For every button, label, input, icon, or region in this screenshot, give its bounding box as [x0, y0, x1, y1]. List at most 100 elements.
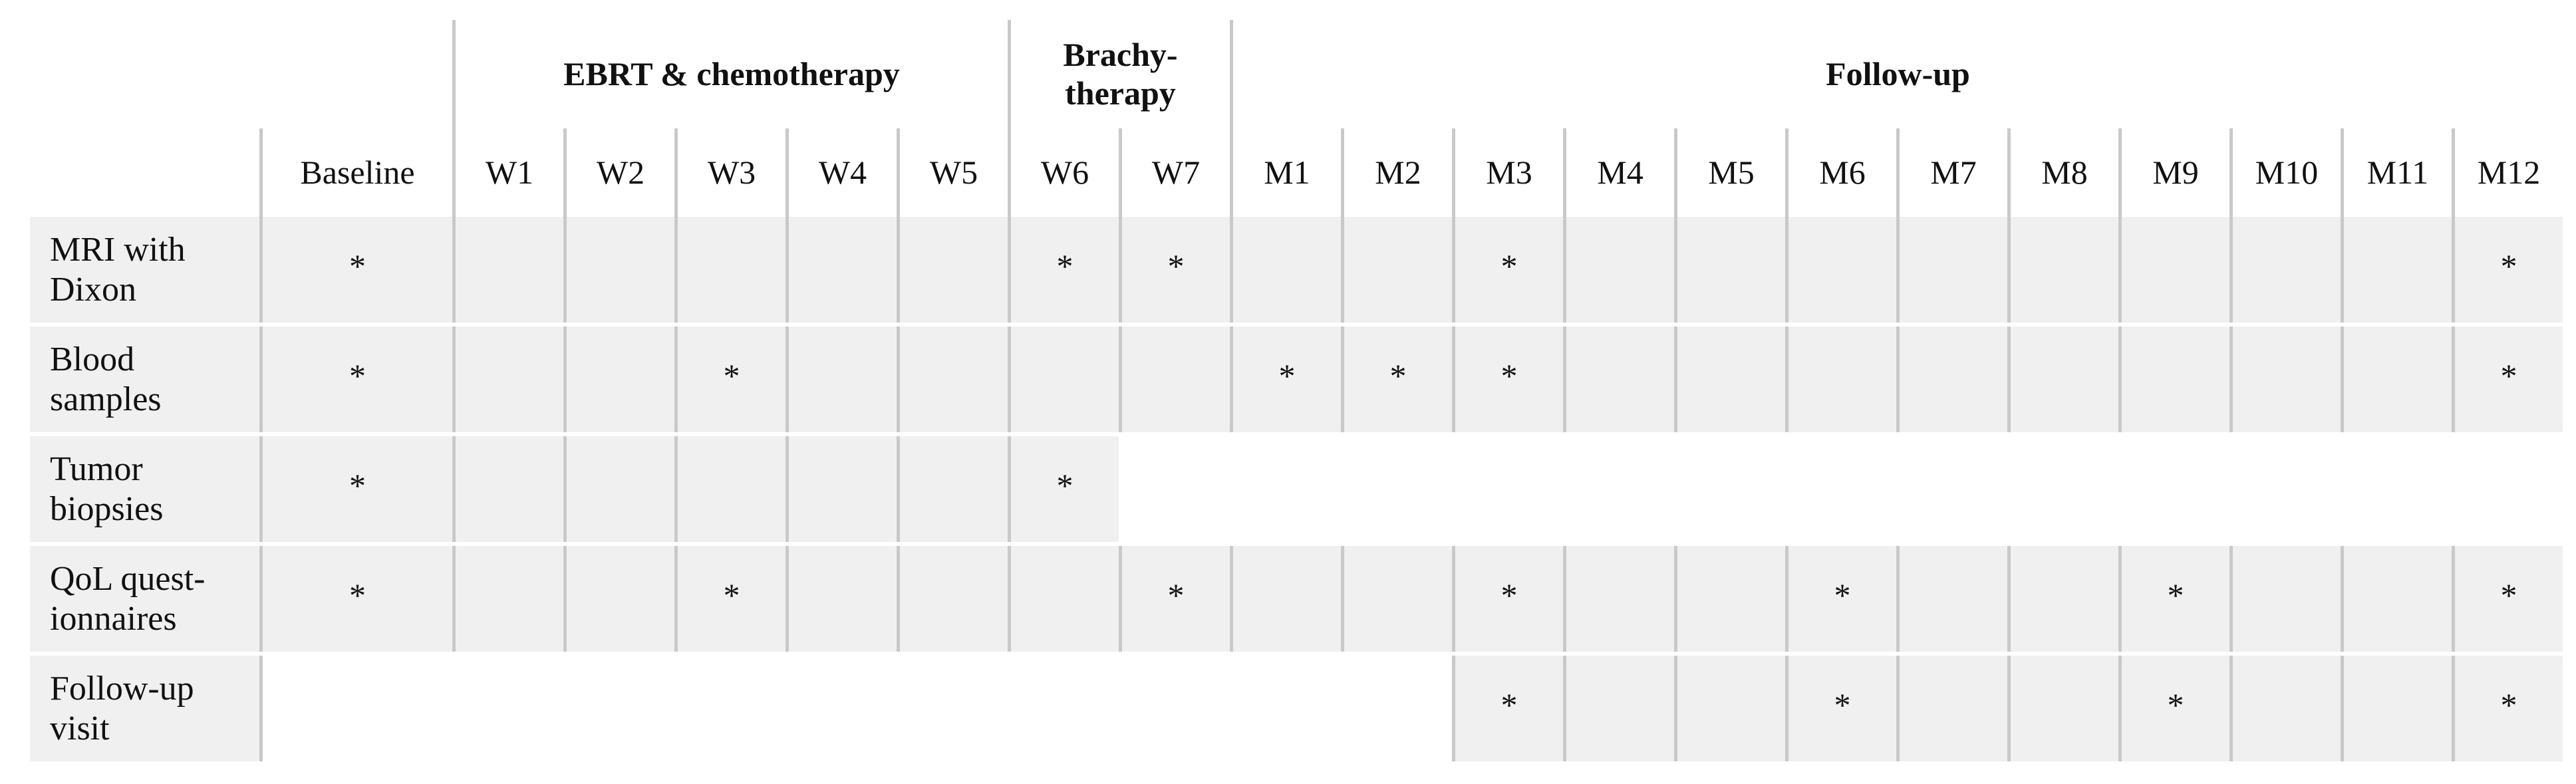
- empty-cell: [563, 217, 674, 323]
- empty-cell: [1008, 656, 1119, 761]
- empty-cell: [2229, 327, 2341, 432]
- empty-cell: [1674, 327, 1785, 432]
- empty-cell: [1563, 656, 1674, 761]
- empty-cell: [1785, 327, 1896, 432]
- column-header: W4: [786, 128, 897, 217]
- empty-cell: [2229, 217, 2341, 323]
- empty-cell: [1230, 656, 1341, 761]
- empty-cell: [897, 217, 1008, 323]
- column-header: M6: [1785, 128, 1896, 217]
- empty-cell: [452, 656, 563, 761]
- empty-cell: [1896, 327, 2007, 432]
- empty-cell: [452, 327, 563, 432]
- empty-cell: [1563, 217, 1674, 323]
- empty-cell: [1119, 436, 1230, 542]
- column-header: W7: [1119, 128, 1230, 217]
- empty-cell: [786, 217, 897, 323]
- empty-cell: [2118, 217, 2229, 323]
- empty-cell: [2229, 656, 2341, 761]
- empty-cell: [563, 436, 674, 542]
- group-header: EBRT & chemotherapy: [452, 20, 1008, 128]
- empty-cell: [2007, 436, 2118, 542]
- empty-cell: [1230, 436, 1341, 542]
- marker-cell: *: [2118, 546, 2229, 652]
- column-header: W1: [452, 128, 563, 217]
- empty-cell: [563, 327, 674, 432]
- empty-cell: [1785, 436, 1896, 542]
- marker-cell: *: [259, 546, 452, 652]
- empty-cell: [2341, 217, 2452, 323]
- empty-cell: [1896, 217, 2007, 323]
- empty-cell: [674, 436, 786, 542]
- marker-cell: *: [674, 327, 786, 432]
- empty-cell: [2007, 546, 2118, 652]
- empty-cell: [1896, 656, 2007, 761]
- column-header: M2: [1341, 128, 1452, 217]
- column-header: M12: [2452, 128, 2563, 217]
- marker-cell: *: [2452, 656, 2563, 761]
- empty-cell: [786, 436, 897, 542]
- marker-cell: *: [1008, 436, 1119, 542]
- row-label: Tumor biopsies: [30, 436, 259, 542]
- column-header: W5: [897, 128, 1008, 217]
- marker-cell: *: [1452, 217, 1563, 323]
- marker-cell: *: [2452, 546, 2563, 652]
- empty-cell: [1341, 436, 1452, 542]
- row-label: QoL quest- ionnaires: [30, 546, 259, 652]
- marker-cell: *: [1119, 217, 1230, 323]
- empty-cell: [1563, 327, 1674, 432]
- empty-cell: [2452, 436, 2563, 542]
- column-header: M1: [1230, 128, 1341, 217]
- group-header: Follow-up: [1230, 20, 2563, 128]
- empty-cell: [1452, 436, 1563, 542]
- empty-cell: [2007, 656, 2118, 761]
- column-header: M9: [2118, 128, 2229, 217]
- column-header: M5: [1674, 128, 1785, 217]
- marker-cell: *: [259, 436, 452, 542]
- empty-cell: [2341, 546, 2452, 652]
- empty-cell: [452, 217, 563, 323]
- marker-cell: *: [1452, 656, 1563, 761]
- empty-cell: [1674, 436, 1785, 542]
- empty-cell: [2229, 436, 2341, 542]
- column-header: Baseline: [259, 128, 452, 217]
- marker-cell: *: [1119, 546, 1230, 652]
- empty-cell: [786, 327, 897, 432]
- empty-cell: [563, 656, 674, 761]
- column-header: M8: [2007, 128, 2118, 217]
- empty-cell: [1785, 217, 1896, 323]
- empty-cell: [1674, 217, 1785, 323]
- empty-cell: [1674, 656, 1785, 761]
- empty-cell: [2341, 327, 2452, 432]
- column-header: M7: [1896, 128, 2007, 217]
- empty-cell: [1008, 327, 1119, 432]
- empty-cell: [1341, 546, 1452, 652]
- marker-cell: *: [2452, 327, 2563, 432]
- empty-cell: [897, 546, 1008, 652]
- row-label: Blood samples: [30, 327, 259, 432]
- marker-cell: *: [259, 217, 452, 323]
- empty-cell: [563, 546, 674, 652]
- column-header: W2: [563, 128, 674, 217]
- marker-cell: *: [1785, 656, 1896, 761]
- empty-cell: [1341, 217, 1452, 323]
- marker-cell: *: [2118, 656, 2229, 761]
- empty-cell: [786, 546, 897, 652]
- empty-cell: [1008, 546, 1119, 652]
- marker-cell: *: [1452, 546, 1563, 652]
- column-header: M4: [1563, 128, 1674, 217]
- empty-cell: [1896, 546, 2007, 652]
- empty-cell: [452, 436, 563, 542]
- empty-cell: [2341, 436, 2452, 542]
- empty-cell: [452, 546, 563, 652]
- empty-cell: [897, 436, 1008, 542]
- group-header: Brachy- therapy: [1008, 20, 1230, 128]
- marker-cell: *: [1341, 327, 1452, 432]
- empty-cell: [1896, 436, 2007, 542]
- column-header: M11: [2341, 128, 2452, 217]
- column-header: W3: [674, 128, 786, 217]
- marker-cell: *: [259, 327, 452, 432]
- empty-cell: [1341, 656, 1452, 761]
- row-label: MRI with Dixon: [30, 217, 259, 323]
